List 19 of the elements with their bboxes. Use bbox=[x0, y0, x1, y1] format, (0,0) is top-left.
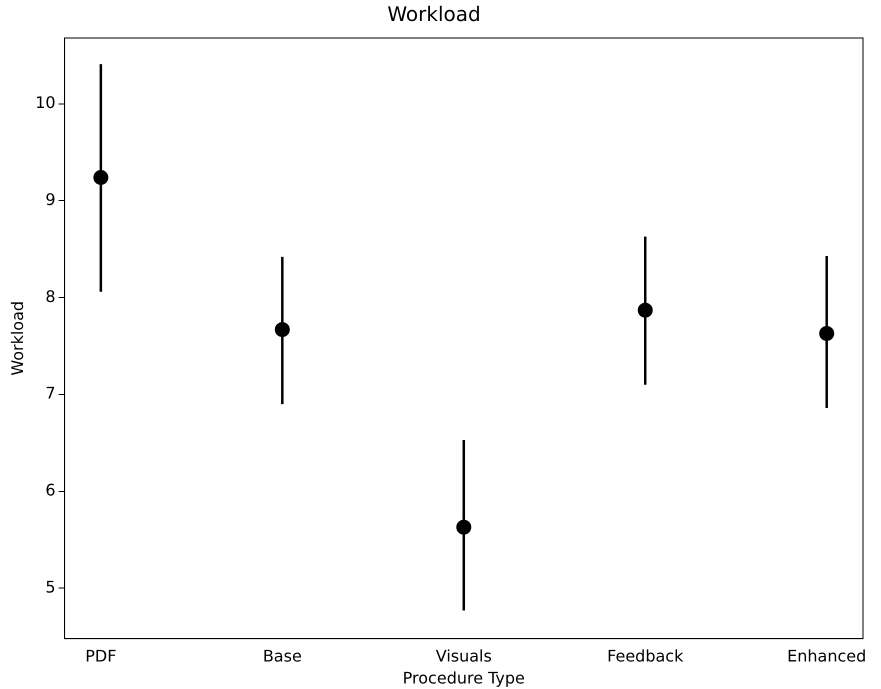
point bbox=[819, 326, 834, 341]
chart-title: Workload bbox=[387, 2, 481, 26]
x-tick-label: PDF bbox=[85, 646, 116, 666]
y-tick-label: 5 bbox=[45, 577, 56, 596]
point bbox=[274, 322, 290, 338]
y-tick-label: 8 bbox=[45, 286, 56, 306]
y-tick-label: 7 bbox=[45, 384, 56, 403]
x-tick-label: Visuals bbox=[436, 646, 492, 666]
x-tick-label: Base bbox=[262, 646, 302, 666]
y-tick-label: 6 bbox=[45, 480, 56, 500]
y-tick-label: 9 bbox=[45, 190, 56, 209]
x-axis-title: Procedure Type bbox=[402, 668, 525, 688]
x-tick-label: Feedback bbox=[607, 646, 684, 666]
y-tick-label: 10 bbox=[35, 93, 56, 112]
y-axis-title: Workload bbox=[8, 300, 27, 376]
x-tick-label: Enhanced bbox=[787, 646, 866, 666]
point bbox=[638, 302, 653, 318]
point bbox=[456, 520, 472, 535]
point bbox=[93, 170, 108, 185]
